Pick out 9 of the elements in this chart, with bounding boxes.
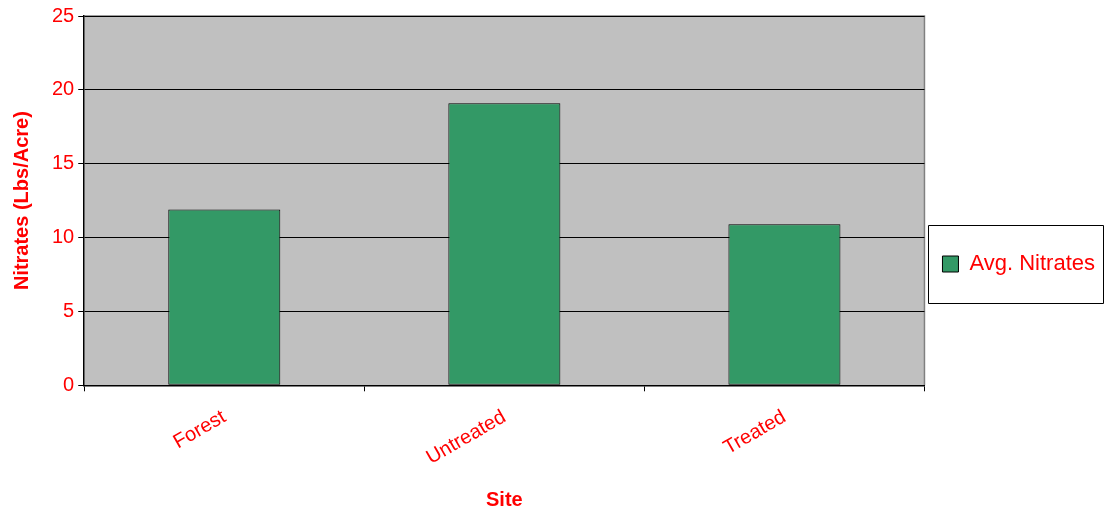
legend-label: Avg. Nitrates xyxy=(969,250,1096,276)
y-tick-label: 25 xyxy=(52,3,75,26)
y-tick-label: 5 xyxy=(63,298,75,321)
y-tick-label: 0 xyxy=(63,372,75,395)
y-axis-title: Nitrates (Lbs/Acre) xyxy=(9,111,32,291)
x-axis-title: Site xyxy=(486,487,523,510)
y-tick-label: 10 xyxy=(52,225,75,248)
y-tick-label: 15 xyxy=(52,151,75,174)
y-tick-label: 20 xyxy=(52,77,75,100)
